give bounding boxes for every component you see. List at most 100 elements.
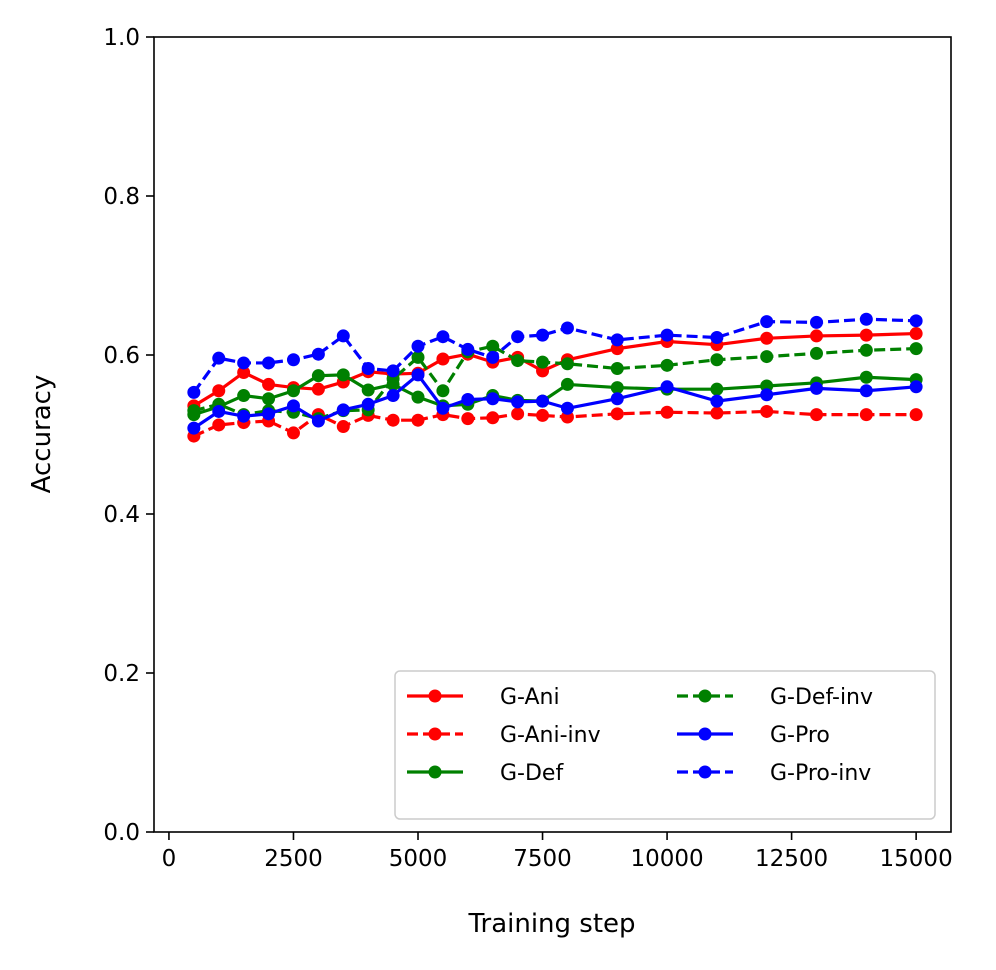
y-tick-label: 0.8: [103, 184, 140, 210]
data-point: [486, 392, 500, 406]
data-point: [859, 312, 873, 326]
data-point: [212, 404, 226, 418]
series-g-pro: [187, 368, 923, 435]
data-point: [909, 327, 923, 341]
data-point: [386, 413, 400, 427]
data-point: [536, 355, 550, 369]
legend-item: G-Ani-inv: [407, 723, 601, 748]
data-point: [710, 382, 724, 396]
data-point: [536, 328, 550, 342]
x-tick-label: 5000: [389, 846, 448, 872]
x-axis-title: Training step: [467, 909, 635, 939]
y-axis: 0.0 0.2 0.4 0.6 0.8 1.0: [103, 25, 154, 846]
legend-label: G-Ani: [500, 685, 560, 710]
legend-marker: [428, 689, 442, 703]
data-point: [461, 393, 475, 407]
data-point: [859, 343, 873, 357]
data-point: [810, 408, 824, 422]
data-point: [212, 418, 226, 432]
x-tick-label: 2500: [264, 846, 323, 872]
data-point: [262, 356, 276, 370]
data-point: [560, 321, 574, 335]
data-point: [660, 405, 674, 419]
plot-frame: [153, 36, 952, 833]
data-point: [361, 383, 375, 397]
legend-item: G-Ani: [407, 685, 560, 710]
legend-box: [394, 670, 936, 820]
x-tick-label: 15000: [880, 846, 953, 872]
data-point: [859, 408, 873, 422]
data-point: [710, 406, 724, 420]
data-point: [511, 330, 525, 344]
data-point: [560, 401, 574, 415]
x-tick-label: 12500: [755, 846, 828, 872]
data-point: [909, 408, 923, 422]
data-point: [336, 329, 350, 343]
data-point: [237, 409, 251, 423]
data-point: [187, 421, 201, 435]
legend-label: G-Pro: [770, 723, 830, 748]
data-point: [411, 339, 425, 353]
data-point: [311, 382, 325, 396]
data-point: [560, 377, 574, 391]
y-tick-label: 0.2: [103, 661, 140, 687]
legend-item: G-Def-inv: [677, 685, 873, 710]
legend-marker: [698, 727, 712, 741]
data-point: [336, 368, 350, 382]
data-point: [909, 342, 923, 356]
data-point: [411, 390, 425, 404]
legend: G-Ani G-Ani-inv G-Def G-Def-inv G-Pro G-Pro-i…: [394, 670, 936, 820]
legend-label: G-Def: [500, 761, 564, 786]
series-g-pro-inv: [187, 312, 923, 399]
series-g-ani-inv: [187, 404, 923, 443]
data-point: [710, 331, 724, 345]
data-point: [336, 420, 350, 434]
data-point: [486, 411, 500, 425]
data-point: [361, 362, 375, 376]
y-axis-title: Accuracy: [27, 375, 57, 494]
data-point: [610, 381, 624, 395]
legend-item: G-Pro-inv: [677, 761, 871, 786]
x-tick-label: 7500: [513, 846, 572, 872]
legend-label: G-Ani-inv: [500, 723, 601, 748]
data-point: [361, 397, 375, 411]
data-point: [286, 353, 300, 367]
x-axis: 0 2500 5000 7500 10000 12500 15000: [162, 832, 953, 872]
legend-label: G-Pro-inv: [770, 761, 871, 786]
data-point: [311, 369, 325, 383]
data-point: [436, 330, 450, 344]
y-tick-label: 1.0: [103, 25, 140, 51]
data-point: [536, 394, 550, 408]
data-point: [311, 347, 325, 361]
data-point: [411, 368, 425, 382]
legend-marker: [428, 727, 442, 741]
legend-marker: [698, 765, 712, 779]
data-point: [286, 426, 300, 440]
data-point: [237, 356, 251, 370]
data-point: [386, 364, 400, 378]
legend-item: G-Pro: [677, 723, 830, 748]
data-point: [461, 342, 475, 356]
x-tick-label: 10000: [630, 846, 703, 872]
data-point: [212, 384, 226, 398]
legend-item: G-Def: [407, 761, 564, 786]
data-point: [760, 331, 774, 345]
data-point: [436, 401, 450, 415]
data-point: [760, 315, 774, 329]
data-point: [486, 339, 500, 353]
data-point: [436, 352, 450, 366]
data-point: [311, 414, 325, 428]
legend-label: G-Def-inv: [770, 685, 873, 710]
data-point: [461, 412, 475, 426]
legend-marker: [428, 765, 442, 779]
data-point: [237, 389, 251, 403]
data-point: [187, 404, 201, 418]
data-point: [336, 403, 350, 417]
data-point: [411, 413, 425, 427]
data-point: [859, 328, 873, 342]
data-point: [909, 314, 923, 328]
data-point: [511, 407, 525, 421]
data-point: [810, 381, 824, 395]
